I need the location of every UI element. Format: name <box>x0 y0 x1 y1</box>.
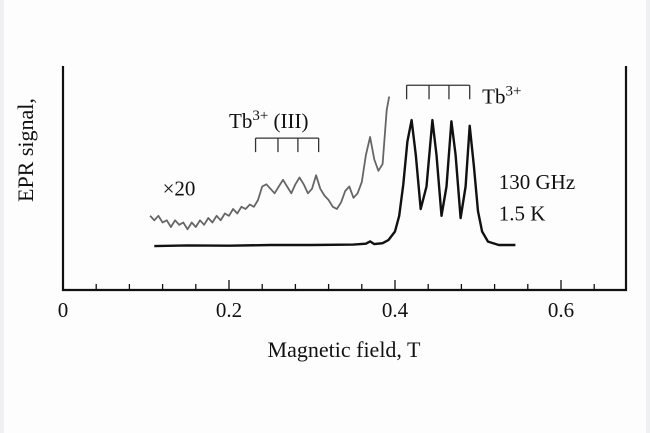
series-line-1 <box>149 96 391 231</box>
x-axis-label: Magnetic field, T <box>268 337 421 362</box>
x-tick-label: 0.6 <box>548 298 574 322</box>
axes-frame <box>61 66 628 292</box>
annotation-label: Tb3+ (III) <box>229 108 309 133</box>
x-tick-label: 0 <box>58 298 69 322</box>
annotation-label: 130 GHz <box>499 170 575 194</box>
annotation-label: 1.5 K <box>499 201 546 225</box>
figure-frame <box>4 0 646 433</box>
annotation-label: Tb3+ <box>482 83 521 108</box>
y-axis-label: EPR signal, <box>13 98 38 202</box>
x-tick-label: 0.2 <box>216 298 242 322</box>
annotation-label: Tb3+ (I) <box>370 41 436 66</box>
series-line-0 <box>154 118 516 248</box>
x-tick-label: 0.4 <box>382 298 409 322</box>
annotation-label: ×20 <box>163 177 196 201</box>
